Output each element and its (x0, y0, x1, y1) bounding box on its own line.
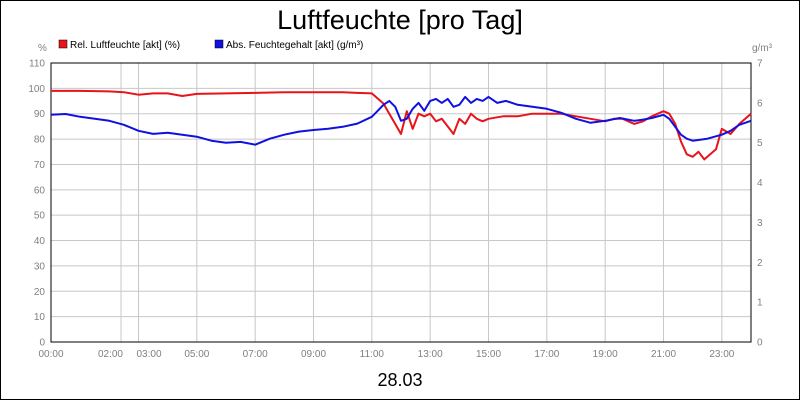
x-tick-label: 07:00 (243, 349, 268, 360)
y-right-tick-label: 6 (757, 98, 763, 109)
x-tick-label: 23:00 (709, 349, 734, 360)
y-right-tick-label: 2 (757, 258, 763, 269)
y-right-tick-label: 3 (757, 218, 763, 229)
date-label: 28.03 (377, 370, 422, 390)
plot-area-border (50, 62, 752, 343)
y-right-tick-label: 7 (757, 59, 763, 70)
grid (50, 62, 751, 343)
x-tick-label: 05:00 (184, 349, 209, 360)
x-tick-label: 15:00 (476, 349, 501, 360)
axes: 0 10 20 30 40 50 60 70 80 90 100 110 0 1 2 3 4 5 6 7 00:00 02… (28, 59, 763, 361)
x-tick-label: 03:00 (137, 349, 162, 360)
legend-label-rel-humidity: Rel. Luftfeuchte [akt] (%) (70, 40, 180, 51)
legend-swatch-rel-humidity (58, 39, 68, 49)
y-left-tick-label: 100 (28, 84, 45, 95)
y-left-tick-label: 70 (34, 160, 46, 171)
series (50, 89, 752, 161)
series-line-rel-humidity (51, 89, 752, 161)
legend-label-abs-humidity: Abs. Feuchtegehalt [akt] (g/m³) (226, 40, 363, 51)
x-tick-label: 19:00 (593, 349, 618, 360)
x-tick-label: 21:00 (651, 349, 676, 360)
x-tick-label: 09:00 (301, 349, 326, 360)
y-left-tick-label: 50 (34, 211, 46, 222)
legend: Rel. Luftfeuchte [akt] (%) Abs. Feuchteg… (58, 39, 363, 51)
y-left-tick-label: 10 (34, 312, 46, 323)
y-right-tick-label: 1 (757, 298, 763, 309)
left-axis-unit: % (38, 43, 47, 54)
x-tick-label: 13:00 (418, 349, 443, 360)
y-left-tick-label: 60 (34, 185, 46, 196)
y-left-tick-label: 90 (34, 109, 46, 120)
x-tick-label: 11:00 (360, 349, 385, 360)
y-left-tick-label: 20 (34, 287, 46, 298)
x-tick-label: 00:00 (38, 349, 63, 360)
y-right-tick-label: 5 (757, 138, 763, 149)
x-tick-label: 17:00 (534, 349, 559, 360)
x-tick-label: 02:00 (98, 349, 123, 360)
y-left-tick-label: 40 (34, 236, 46, 247)
y-right-tick-label: 4 (757, 178, 763, 189)
y-left-tick-label: 110 (29, 59, 45, 70)
y-right-tick-label: 0 (757, 338, 763, 349)
y-left-tick-label: 80 (34, 135, 46, 146)
right-axis-unit: g/m³ (752, 43, 773, 54)
y-left-tick-label: 30 (34, 261, 46, 272)
y-left-tick-label: 0 (39, 338, 45, 349)
legend-swatch-abs-humidity (214, 39, 224, 49)
chart-title: Luftfeuchte [pro Tag] (277, 5, 523, 35)
series-line-abs-humidity (50, 95, 752, 146)
